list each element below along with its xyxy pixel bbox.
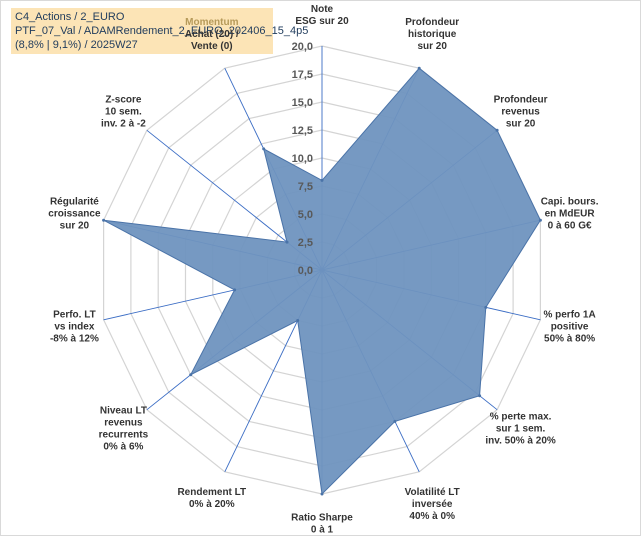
axis-label-perte-max: % perte max. sur 1 sem. inv. 50% à 20%: [485, 411, 556, 446]
axis-label-profondeur: Profondeur historique sur 20: [405, 17, 459, 52]
axis-label-ratio-sharpe: Ratio Sharpe 0 à 1: [291, 512, 353, 535]
tick-label: 12,5: [292, 125, 313, 137]
info-line-2: PTF_07_Val / ADAMRendement_2_EURO_202406…: [15, 25, 309, 37]
axis-label-capi-bours: Capi. bours. en MdEUR 0 à 60 G€: [541, 197, 599, 232]
axis-label-profondeur: Profondeur revenus sur 20: [494, 95, 548, 130]
data-point-ratio-sharpe: [320, 492, 324, 496]
tick-label: 15,0: [292, 97, 313, 109]
data-point-perfo-lt: [233, 288, 237, 292]
axis-label-note: Note ESG sur 20: [295, 4, 349, 27]
axis-label-niveau-lt: Niveau LT revenus recurrents 0% à 6%: [99, 405, 149, 452]
axis-label-volatilite-lt: Volatilité LT inversée 40% à 0%: [405, 487, 460, 522]
tick-label: 5,0: [298, 209, 313, 221]
axis-label-achat-20: Momentum Achat (20) / Vente (0): [185, 17, 239, 52]
info-line-1: C4_Actions / 2_EURO: [15, 11, 125, 23]
tick-label: 17,5: [292, 69, 313, 81]
axis-label-perfo-lt: Perfo. LT vs index -8% à 12%: [50, 310, 99, 345]
tick-label: 2,5: [298, 237, 313, 249]
data-point-capi-bours: [538, 218, 542, 222]
data-point-note: [320, 178, 324, 182]
data-point-perte-max: [478, 394, 482, 398]
axis-label-z-score: Z-score 10 sem. inv. 2 à -2: [101, 95, 146, 130]
data-point-rendement-lt: [296, 319, 300, 322]
axis-label-perfo-1a: % perfo 1A positive 50% à 80%: [543, 310, 595, 345]
tick-label: 7,5: [298, 181, 313, 193]
data-point-volatilite-lt: [393, 419, 397, 423]
data-point-regularite: [102, 218, 106, 222]
data-point-profondeur: [417, 66, 421, 70]
data-point-niveau-lt: [189, 373, 193, 377]
tick-label: 0,0: [298, 265, 313, 277]
data-point-achat-20: [262, 147, 266, 151]
tick-label: 20,0: [292, 41, 313, 53]
tick-label: 10,0: [292, 153, 313, 165]
axis-label-regularite: Régularité croissance sur 20: [48, 197, 101, 232]
info-line-3: (8,8% | 9,1%) / 2025W27: [15, 39, 138, 51]
info-box: C4_Actions / 2_EURO PTF_07_Val / ADAMRen…: [11, 8, 309, 54]
data-point-z-score: [285, 240, 289, 244]
data-point-profondeur: [495, 128, 499, 132]
data-point-perfo-1a: [484, 305, 488, 309]
axis-label-rendement-lt: Rendement LT 0% à 20%: [177, 487, 246, 510]
